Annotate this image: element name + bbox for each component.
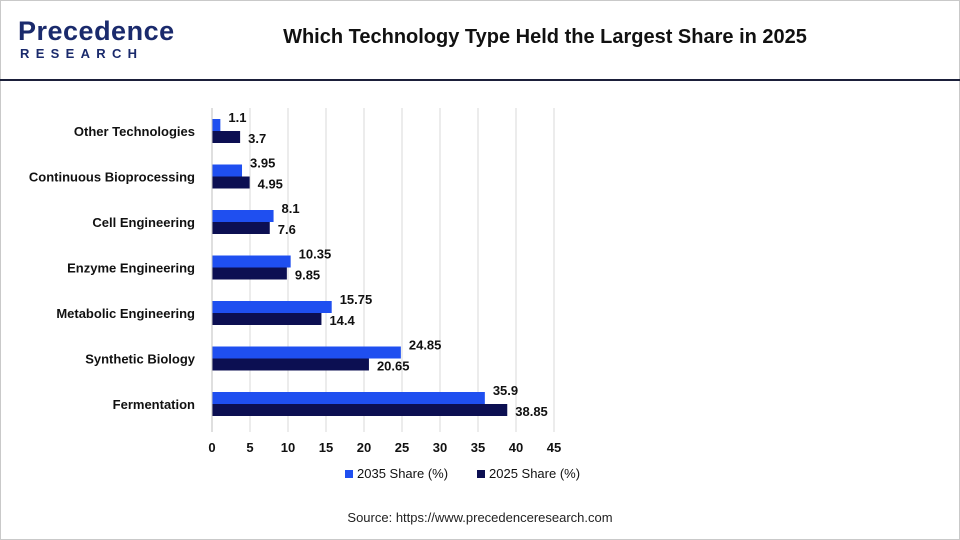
bar-2035: [212, 255, 291, 268]
legend-label: 2035 Share (%): [357, 466, 448, 481]
data-label: 9.85: [295, 268, 320, 283]
data-label: 1.1: [228, 110, 246, 125]
bar-2035: [212, 346, 401, 359]
bar-2025: [212, 358, 369, 371]
x-tick-label: 10: [281, 440, 295, 455]
data-label: 3.95: [250, 156, 275, 171]
x-tick-label: 35: [471, 440, 485, 455]
data-label: 4.95: [258, 177, 283, 192]
category-label: Fermentation: [113, 397, 195, 412]
data-label: 10.35: [299, 247, 332, 262]
bar-2035: [212, 119, 221, 131]
x-tick-label: 0: [208, 440, 215, 455]
category-label: Cell Engineering: [92, 215, 195, 230]
source-note: Source: https://www.precedenceresearch.c…: [347, 510, 613, 525]
bar-2025: [212, 131, 241, 143]
bar-2035: [212, 301, 332, 313]
data-label: 20.65: [377, 359, 410, 374]
data-label: 38.85: [515, 404, 548, 419]
bar-2025: [212, 267, 287, 280]
category-label: Synthetic Biology: [85, 352, 196, 367]
x-tick-label: 30: [433, 440, 447, 455]
bar-2025: [212, 313, 322, 325]
data-label: 7.6: [278, 222, 296, 237]
bar-2025: [212, 176, 250, 189]
bar-2025: [212, 222, 270, 234]
x-tick-label: 25: [395, 440, 409, 455]
data-label: 8.1: [282, 201, 300, 216]
category-label: Other Technologies: [74, 124, 195, 139]
logo-subtitle: RESEARCH: [20, 46, 144, 61]
chart-title: Which Technology Type Held the Largest S…: [283, 26, 807, 48]
bar-2035: [212, 392, 485, 404]
brand-logo: Precedence RESEARCH: [18, 16, 174, 64]
legend-label: 2025 Share (%): [489, 466, 580, 481]
data-label: 24.85: [409, 338, 442, 353]
category-label: Continuous Bioprocessing: [29, 170, 195, 185]
bar-2035: [212, 210, 274, 222]
data-label: 14.4: [329, 313, 355, 328]
logo-wordmark: Precedence: [18, 16, 175, 46]
category-label: Enzyme Engineering: [67, 261, 195, 276]
data-label: 3.7: [248, 131, 266, 146]
data-label: 35.9: [493, 383, 518, 398]
bar-2025: [212, 404, 508, 416]
data-label: 15.75: [340, 292, 373, 307]
x-tick-label: 40: [509, 440, 523, 455]
x-tick-label: 45: [547, 440, 561, 455]
category-label: Metabolic Engineering: [56, 306, 195, 321]
legend-swatch: [477, 470, 485, 478]
x-tick-label: 20: [357, 440, 371, 455]
legend-swatch: [345, 470, 353, 478]
x-tick-label: 5: [246, 440, 253, 455]
header-divider: [0, 79, 960, 81]
header: Precedence RESEARCH Which Technology Typ…: [0, 0, 960, 80]
bar-2035: [212, 164, 243, 177]
x-tick-label: 15: [319, 440, 333, 455]
